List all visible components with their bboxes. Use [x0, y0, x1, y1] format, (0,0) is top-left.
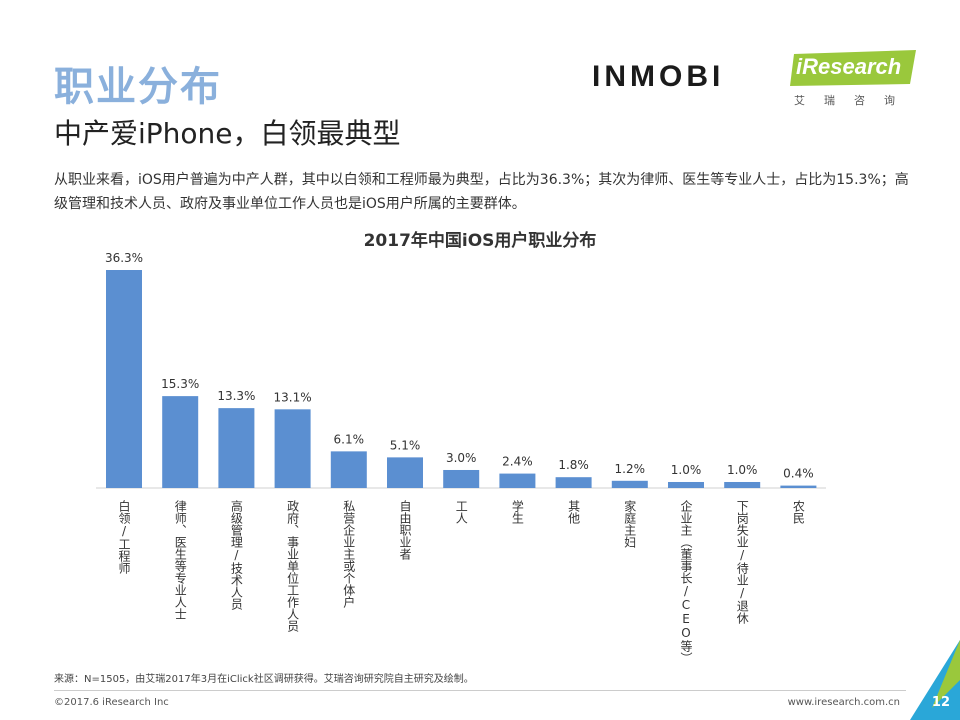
data-label-12: 0.4%	[783, 467, 814, 481]
bar-9	[611, 480, 648, 488]
source-note: 来源：N=1505，由艾瑞2017年3月在iClick社区调研获得。艾瑞咨询研究…	[54, 674, 474, 685]
data-label-1: 15.3%	[161, 377, 199, 391]
category-label-9: 家庭主妇	[623, 499, 637, 548]
bar-1	[162, 396, 199, 488]
category-label-5: 自由职业者	[398, 500, 412, 561]
bar-6	[443, 469, 480, 488]
page-subtitle: 中产爱iPhone，白领最典型	[54, 117, 401, 150]
category-label-8: 其他	[567, 500, 581, 524]
data-label-2: 13.3%	[217, 389, 255, 403]
category-label-11: 下岗失业/待业/退休	[735, 500, 749, 624]
data-label-3: 13.1%	[274, 390, 312, 404]
description-text: 从职业来看，iOS用户普遍为中产人群，其中以白领和工程师最为典型，占比为36.3…	[54, 172, 909, 212]
inmobi-logo-text: INMOBI	[592, 60, 725, 93]
iresearch-logo	[790, 50, 916, 86]
category-label-3: 政府、事业单位工作人员	[286, 500, 300, 633]
data-label-5: 5.1%	[390, 438, 421, 452]
bar-2	[218, 408, 255, 488]
bar-12	[780, 485, 817, 488]
copyright-text: ©2017.6 iResearch Inc	[54, 697, 169, 708]
chart-title: 2017年中国iOS用户职业分布	[363, 231, 597, 251]
website-link[interactable]: www.iresearch.com.cn	[787, 697, 900, 708]
data-label-8: 1.8%	[558, 458, 589, 472]
category-label-2: 高级管理/技术人员	[229, 499, 243, 611]
data-label-11: 1.0%	[727, 463, 758, 477]
page-number: 12	[931, 695, 950, 710]
category-label-10: 企业主（董事长/CEO等）	[679, 499, 693, 664]
iresearch-logo-cn: 艾瑞咨询	[794, 94, 914, 107]
bar-3	[274, 409, 311, 488]
data-label-4: 6.1%	[334, 432, 365, 446]
data-label-0: 36.3%	[105, 251, 143, 265]
category-label-0: 白领/工程师	[117, 499, 131, 574]
data-label-7: 2.4%	[502, 455, 533, 469]
bar-5	[387, 457, 423, 488]
bar-8	[555, 477, 592, 488]
bar-0	[106, 270, 142, 488]
category-label-7: 学生	[510, 499, 524, 524]
bar-4	[330, 451, 367, 488]
inmobi-logo: INMOBI	[592, 60, 724, 94]
corner-decoration	[910, 640, 960, 720]
footer-divider	[54, 690, 906, 691]
iresearch-logo-text: iResearch	[796, 54, 902, 79]
section-title: 职业分布	[54, 64, 222, 110]
category-label-4: 私营企业主或个体户	[342, 500, 356, 609]
category-label-6: 工人	[454, 500, 468, 524]
bar-11	[724, 481, 761, 488]
category-label-12: 农民	[791, 500, 805, 525]
data-label-6: 3.0%	[446, 451, 477, 465]
data-label-9: 1.2%	[615, 462, 646, 476]
data-label-10: 1.0%	[671, 463, 702, 477]
bar-10	[668, 481, 704, 488]
bar-7	[499, 473, 536, 488]
category-label-1: 律师、医生等专业人士	[173, 500, 187, 620]
